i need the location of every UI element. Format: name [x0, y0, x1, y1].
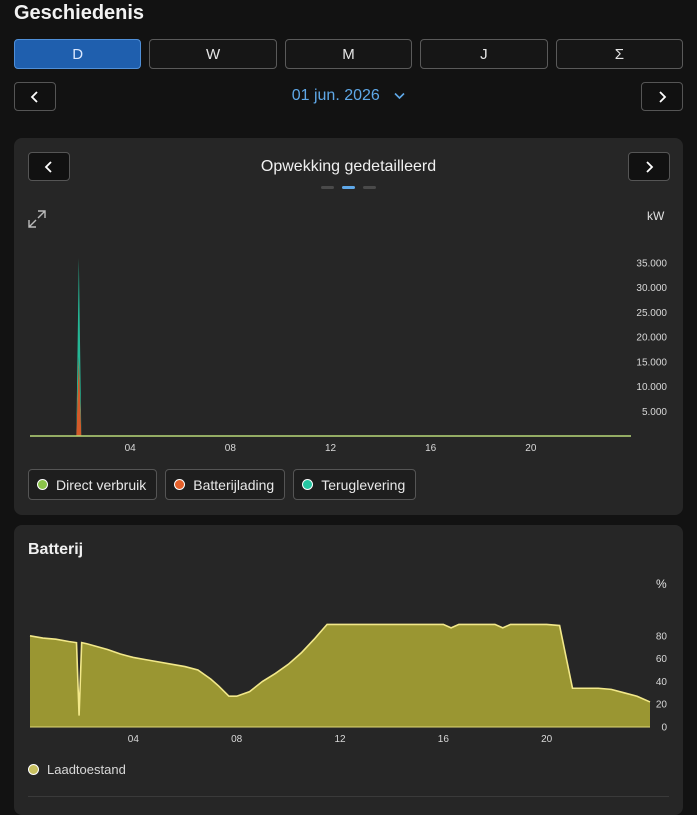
unit-label: kW: [647, 209, 665, 223]
x-tick-label: 08: [225, 443, 237, 454]
x-tick-label: 04: [128, 734, 140, 745]
tab-total[interactable]: Σ: [555, 39, 684, 69]
chart-legend: Direct verbruik Batterijlading Terugleve…: [28, 469, 417, 500]
y-tick-label: 20.000: [636, 333, 667, 344]
chart-title: Opwekking gedetailleerd: [260, 158, 437, 175]
battery-line: [29, 623, 651, 716]
legend-swatch: [37, 479, 48, 490]
x-tick-label: 16: [425, 443, 437, 454]
x-tick-label: 12: [325, 443, 337, 454]
legend-label: Teruglevering: [321, 476, 406, 493]
page-dot[interactable]: [321, 186, 334, 189]
y-tick-label: 40: [656, 677, 668, 688]
legend-battery-charge[interactable]: Batterijlading: [165, 469, 286, 500]
expand-icon[interactable]: [28, 210, 46, 228]
y-tick-label: 5.000: [642, 407, 667, 418]
chevron-right-icon: [646, 160, 654, 173]
y-tick-label: 0: [661, 723, 667, 734]
chevron-down-icon: [394, 87, 405, 105]
y-tick-label: 25.000: [636, 308, 667, 319]
legend-label: Laadtoestand: [47, 762, 126, 777]
y-tick-label: 30.000: [636, 283, 667, 294]
legend-label: Batterijlading: [193, 476, 275, 493]
x-tick-label: 20: [525, 443, 537, 454]
y-tick-label: 60: [656, 654, 668, 665]
next-chart-button[interactable]: [628, 152, 670, 181]
legend-swatch: [28, 764, 39, 775]
generation-card: Opwekking gedetailleerd kW 5.000 10.000 15…: [14, 138, 683, 515]
battery-legend[interactable]: Laadtoestand: [28, 762, 126, 777]
y-tick-label: 80: [656, 631, 668, 642]
period-tabs: D W M J Σ: [14, 39, 684, 69]
tab-year[interactable]: J: [420, 39, 548, 69]
x-tick-label: 16: [438, 734, 450, 745]
battery-chart: 0 20 40 60 80 04 08 12 16 20: [29, 623, 668, 745]
chevron-right-icon: [659, 90, 667, 103]
page-dot[interactable]: [363, 186, 376, 189]
series-teruglevering: [30, 258, 631, 436]
x-tick-label: 04: [125, 443, 137, 454]
legend-direct-use[interactable]: Direct verbruik: [28, 469, 158, 500]
page-dot-active[interactable]: [342, 186, 355, 189]
page-title: Geschiedenis: [14, 2, 145, 24]
y-tick-label: 15.000: [636, 357, 667, 368]
battery-area: [30, 624, 650, 727]
divider: [28, 796, 669, 797]
date-selector[interactable]: 01 jun. 2026: [0, 87, 697, 105]
page-indicator: [321, 186, 376, 189]
next-date-button[interactable]: [641, 82, 683, 111]
tab-month[interactable]: M: [284, 39, 413, 69]
y-tick-label: 35.000: [636, 258, 667, 269]
generation-chart: 5.000 10.000 15.000 20.000 25.000 30.000 35.00…: [30, 258, 667, 454]
series-batterijlading: [30, 356, 631, 436]
legend-label: Direct verbruik: [56, 476, 147, 493]
battery-card: Batterij % 0 20 40 60 80 04 08 12 16 20 Laadtoest…: [14, 525, 683, 815]
previous-chart-button[interactable]: [28, 152, 70, 181]
y-tick-label: 20: [656, 700, 668, 711]
previous-date-button[interactable]: [14, 82, 56, 111]
legend-swatch: [302, 479, 314, 490]
y-tick-label: 10.000: [636, 382, 667, 393]
chevron-left-icon: [30, 90, 38, 103]
battery-title: Batterij: [28, 541, 84, 558]
tab-week[interactable]: W: [149, 39, 277, 69]
x-tick-label: 08: [231, 734, 243, 745]
tab-day[interactable]: D: [14, 39, 142, 69]
legend-swatch: [174, 479, 186, 490]
x-tick-label: 12: [334, 734, 346, 745]
unit-label: %: [656, 577, 667, 591]
x-tick-label: 20: [541, 734, 553, 745]
chevron-left-icon: [44, 160, 52, 173]
date-label: 01 jun. 2026: [291, 87, 380, 105]
legend-feed-in[interactable]: Teruglevering: [293, 469, 417, 500]
